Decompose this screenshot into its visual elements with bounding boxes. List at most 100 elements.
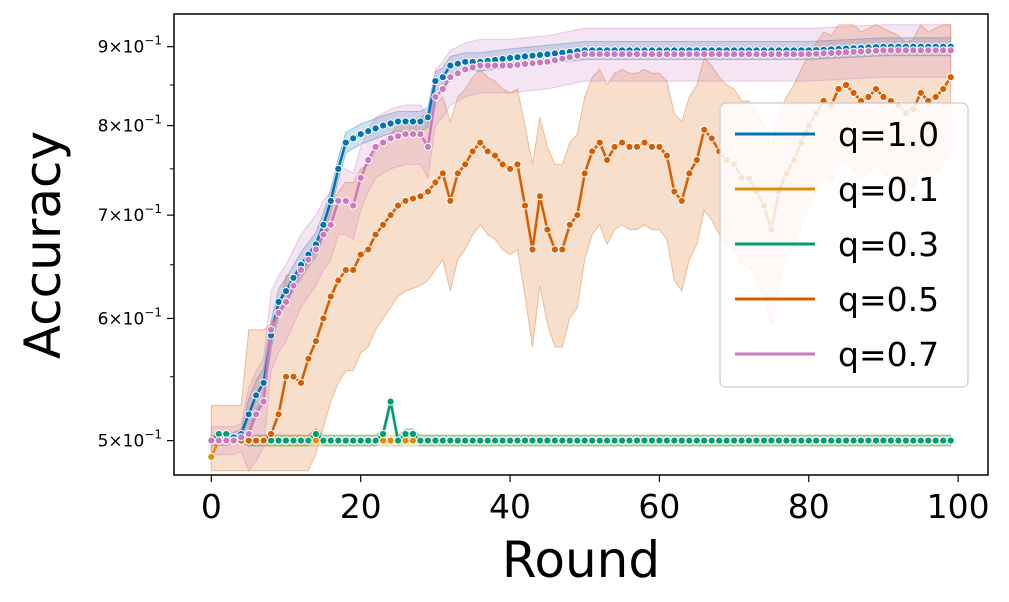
point-q-0-3	[655, 436, 664, 445]
point-q-1-0	[431, 77, 440, 86]
point-q-0-7	[744, 50, 754, 59]
point-q-0-5	[588, 147, 597, 156]
point-q-0-3	[498, 436, 507, 445]
point-q-0-3	[625, 436, 634, 445]
point-q-0-7	[408, 130, 418, 139]
point-q-0-3	[737, 436, 746, 445]
point-q-1-0	[379, 121, 388, 130]
point-q-0-7	[677, 50, 686, 59]
point-q-0-5	[341, 265, 350, 275]
point-q-1-0	[281, 287, 291, 296]
point-q-1-0	[543, 50, 552, 59]
point-q-0-5	[879, 92, 888, 102]
point-q-0-7	[468, 63, 477, 72]
point-q-0-3	[931, 436, 940, 445]
point-q-0-5	[483, 147, 492, 156]
point-q-0-7	[281, 297, 291, 306]
y-tick-label: 8×10−1	[98, 113, 162, 137]
point-q-0-5	[871, 84, 881, 94]
point-q-0-7	[483, 61, 492, 70]
point-q-0-3	[819, 436, 828, 445]
point-q-0-7	[722, 50, 731, 59]
point-q-0-7	[550, 56, 560, 65]
point-q-1-0	[326, 196, 335, 205]
point-q-0-5	[311, 337, 320, 346]
point-q-0-3	[886, 436, 896, 445]
point-q-0-7	[311, 245, 320, 254]
point-q-0-3	[707, 436, 716, 445]
point-q-0-3	[468, 436, 477, 445]
point-q-0-3	[543, 436, 552, 445]
point-q-0-3	[692, 436, 701, 445]
point-q-1-0	[408, 117, 418, 126]
point-q-0-3	[722, 436, 731, 445]
point-q-0-5	[431, 178, 440, 187]
point-q-0-3	[483, 436, 492, 445]
point-q-0-7	[842, 48, 851, 57]
point-q-0-5	[281, 372, 291, 381]
point-q-0-3	[274, 436, 283, 445]
point-q-0-5	[625, 142, 634, 151]
point-q-0-5	[476, 138, 485, 147]
point-q-0-3	[506, 436, 515, 445]
point-q-0-3	[386, 397, 395, 406]
point-q-0-3	[774, 436, 784, 445]
point-q-0-7	[610, 50, 619, 59]
point-q-0-7	[655, 50, 664, 59]
point-q-0-3	[528, 436, 537, 445]
point-q-1-0	[341, 138, 350, 147]
point-q-1-0	[289, 273, 298, 282]
x-axis: 0 20 40 60 80 100	[201, 475, 990, 526]
point-q-0-3	[416, 436, 425, 445]
point-q-0-5	[326, 292, 335, 301]
point-q-1-0	[528, 51, 537, 60]
point-q-0-7	[349, 201, 358, 210]
point-q-0-3	[393, 436, 403, 445]
point-q-0-3	[319, 436, 328, 445]
point-q-0-7	[513, 60, 522, 69]
x-tick-label: 100	[927, 487, 990, 526]
point-q-0-7	[886, 46, 896, 55]
point-q-0-5	[528, 245, 537, 254]
point-q-0-3	[595, 436, 604, 445]
point-q-0-7	[431, 92, 440, 102]
point-q-1-0	[423, 113, 432, 122]
point-q-1-0	[438, 73, 447, 82]
point-q-0-5	[565, 220, 574, 229]
x-tick-label: 60	[638, 487, 680, 526]
point-q-0-5	[461, 160, 470, 169]
x-tick-label: 0	[201, 487, 222, 526]
point-q-0-5	[379, 220, 388, 229]
point-q-1-0	[356, 130, 365, 139]
point-q-0-7	[894, 46, 903, 55]
point-q-0-5	[685, 169, 694, 178]
point-q-0-3	[401, 429, 410, 439]
point-q-0-5	[580, 169, 589, 178]
point-q-0-7	[393, 132, 403, 141]
point-q-0-7	[827, 49, 836, 58]
point-q-0-7	[730, 50, 739, 59]
y-tick-label: 9×10−1	[98, 34, 162, 58]
point-q-0-7	[670, 50, 679, 59]
point-q-0-5	[319, 314, 328, 323]
point-q-0-7	[229, 436, 238, 445]
point-q-0-7	[506, 61, 515, 70]
point-q-0-5	[304, 354, 313, 363]
point-q-0-5	[700, 125, 709, 134]
point-q-0-7	[423, 142, 432, 151]
point-q-0-3	[767, 436, 776, 445]
point-q-1-0	[364, 127, 373, 136]
point-q-0-7	[782, 50, 791, 59]
point-q-1-0	[416, 117, 425, 126]
point-q-0-3	[730, 436, 739, 445]
point-q-1-0	[446, 61, 455, 70]
point-q-0-3	[431, 436, 440, 445]
point-q-0-7	[476, 61, 485, 70]
point-q-1-0	[535, 50, 545, 60]
point-q-1-0	[401, 117, 410, 126]
series-markers	[207, 42, 955, 461]
point-q-0-7	[864, 47, 873, 56]
point-q-0-5	[692, 155, 701, 165]
point-q-0-7	[386, 134, 395, 143]
